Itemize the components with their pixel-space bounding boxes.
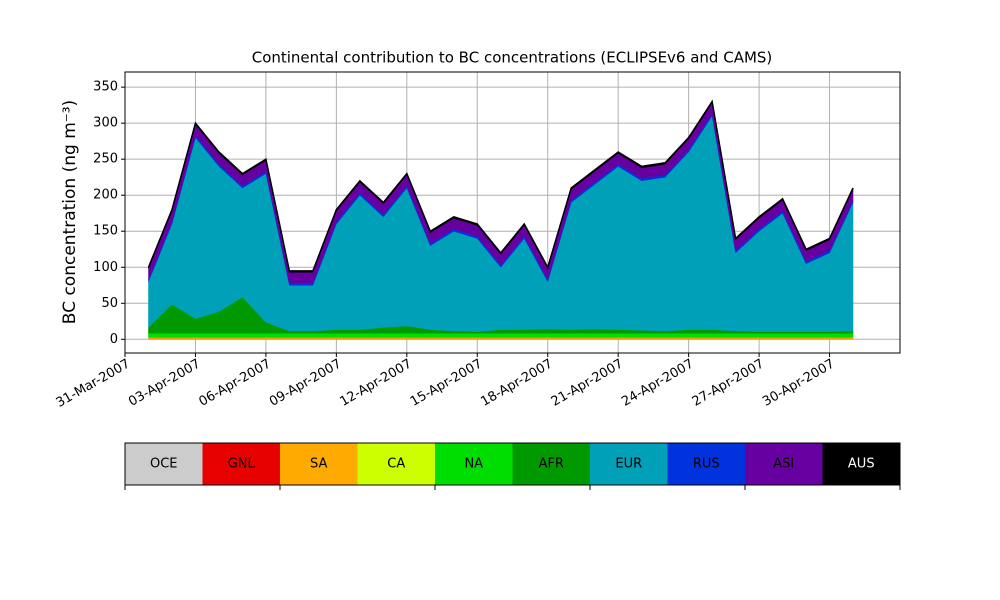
x-tick-label: 18-Apr-2007 [478,357,555,410]
x-tick-label: 09-Apr-2007 [267,357,344,410]
y-tick-label: 300 [93,116,118,131]
top-line [147,99,854,272]
x-tick-label: 24-Apr-2007 [619,357,696,410]
legend-swatch [822,443,900,485]
y-tick-label: 150 [93,224,118,239]
area [148,332,854,338]
x-tick-label: 27-Apr-2007 [690,357,767,410]
area [148,115,854,332]
x-tick-label: 21-Apr-2007 [549,357,626,410]
legend-swatch [280,443,358,485]
legend-label: OCE [150,457,178,472]
legend-label: SA [310,457,327,472]
legend-frame [124,442,901,486]
x-tick-label: 15-Apr-2007 [408,357,485,410]
legend-label: RUS [693,457,720,472]
legend-swatch [125,443,203,485]
y-tick-label: 0 [110,332,118,347]
x-tick-label: 31-Mar-2007 [54,357,133,411]
x-tick-label: 30-Apr-2007 [760,357,837,410]
legend-swatch [435,443,513,485]
legend-label: AFR [539,457,564,472]
plot-frame [124,71,901,354]
y-axis-label: BC concentration (ng m⁻³) [60,100,80,324]
x-tick-label: 06-Apr-2007 [197,357,274,410]
y-tick-label: 100 [93,260,118,275]
legend-label: AUS [848,457,875,472]
legend-label: CA [387,457,405,472]
legend-swatch [357,443,435,485]
legend-swatch [512,443,590,485]
legend-swatch [590,443,668,485]
legend-swatch [202,443,280,485]
legend-label: EUR [615,457,642,472]
legend-swatch [667,443,745,485]
x-tick-label: 03-Apr-2007 [126,357,203,410]
y-tick-label: 350 [93,80,118,95]
x-tick-label: 12-Apr-2007 [337,357,414,410]
chart-title: Continental contribution to BC concentra… [252,49,773,67]
legend-label: ASI [773,457,794,472]
legend-label: NA [464,457,483,472]
legend-label: GNL [228,457,256,472]
y-tick-label: 50 [101,296,118,311]
y-tick-label: 200 [93,188,118,203]
y-tick-label: 250 [93,152,118,167]
legend-swatch [745,443,823,485]
